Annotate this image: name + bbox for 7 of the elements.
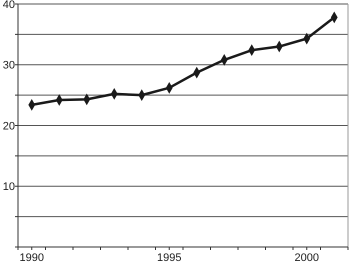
y-tick-label: 10 [2,181,15,194]
y-tick-label: 40 [2,0,15,11]
y-tick-label: 20 [2,120,15,132]
x-tick-label: 1995 [157,252,182,264]
y-tick-label: 30 [2,60,15,72]
x-tick-label: 1990 [20,252,44,264]
x-tick-label: 2000 [294,252,319,264]
